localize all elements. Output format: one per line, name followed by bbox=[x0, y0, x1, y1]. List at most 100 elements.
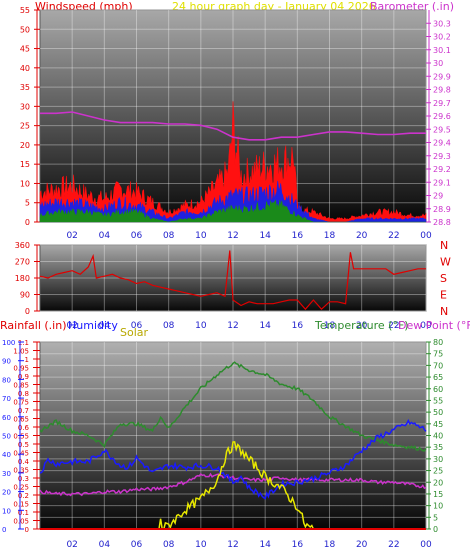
temperature-x-tick-label: 20 bbox=[356, 540, 368, 550]
wind-y-tick-label: 0 bbox=[25, 218, 30, 227]
rainfall-y-tick-label: 0.8 bbox=[18, 390, 29, 398]
wind-y-tick-label: 50 bbox=[20, 25, 30, 34]
wind-x-tick-label: 08 bbox=[163, 231, 175, 241]
temperature-y-tick-label: 50 bbox=[433, 408, 443, 417]
rainfall-y-tick-label: 0.35 bbox=[13, 467, 29, 475]
wind-y-tick-label: 40 bbox=[20, 64, 30, 73]
temperature-y-tick-label: 60 bbox=[433, 385, 443, 394]
solar-axis-title: Solar bbox=[120, 326, 149, 339]
rainfall-y-tick-label: 0.85 bbox=[13, 382, 29, 390]
temperature-y-tick-label: 80 bbox=[433, 338, 443, 347]
temperature-y-tick-label: 40 bbox=[433, 432, 443, 441]
temperature-y-tick-label: 10 bbox=[433, 502, 443, 511]
compass-label: N bbox=[440, 305, 448, 318]
rainfall-axis-title: Rainfall (.in) bbox=[0, 319, 67, 332]
barometer-y-tick-label: 30.2 bbox=[433, 33, 451, 42]
temperature-y-tick-label: 45 bbox=[433, 420, 443, 429]
direction-x-tick-label: 20 bbox=[356, 321, 368, 331]
rainfall-y-tick-label: 0.55 bbox=[13, 433, 29, 441]
rainfall-y-tick-label: 0.2 bbox=[18, 492, 29, 500]
temperature-x-tick-label: 02 bbox=[66, 540, 77, 550]
temperature-y-tick-label: 20 bbox=[433, 478, 443, 487]
rainfall-y-tick-label: 1.05 bbox=[13, 348, 29, 356]
rainfall-y-tick-label: 0.15 bbox=[13, 501, 29, 509]
direction-x-tick-label: 18 bbox=[324, 321, 336, 331]
rainfall-y-tick-label: 0.95 bbox=[13, 365, 29, 373]
humidity-axis-title: Humidity bbox=[68, 319, 118, 332]
wind-x-tick-label: 18 bbox=[324, 231, 336, 241]
temperature-y-tick-label: 5 bbox=[433, 513, 438, 522]
wind-x-tick-label: 22 bbox=[388, 231, 399, 241]
barometer-y-tick-label: 30.3 bbox=[433, 19, 451, 28]
temperature-y-tick-label: 75 bbox=[433, 350, 443, 359]
barometer-y-tick-label: 29.8 bbox=[433, 86, 451, 95]
wind-y-tick-label: 35 bbox=[20, 83, 30, 92]
rainfall-y-tick-label: 0.45 bbox=[13, 450, 29, 458]
humidity-y-tick-label: 100 bbox=[2, 339, 15, 347]
wind-x-tick-label: 10 bbox=[195, 231, 207, 241]
wind-x-tick-label: 06 bbox=[131, 231, 143, 241]
direction-x-tick-label: 12 bbox=[227, 321, 238, 331]
rainfall-y-tick-label: 0.75 bbox=[13, 399, 29, 407]
dewpoint-line bbox=[39, 472, 427, 497]
dewpoint-axis-title: Dew Point (°F) bbox=[398, 319, 470, 332]
direction-x-tick-label: 06 bbox=[131, 321, 143, 331]
barometer-y-tick-label: 29 bbox=[433, 192, 443, 201]
compass-label: S bbox=[440, 272, 447, 285]
temperature-x-tick-label: 06 bbox=[131, 540, 143, 550]
wind-gust-area bbox=[39, 101, 427, 223]
rainfall-y-tick-label: 0.7 bbox=[18, 407, 29, 415]
wind-y-tick-label: 55 bbox=[20, 6, 30, 15]
wind-y-tick-label: 45 bbox=[20, 45, 30, 54]
wind-y-tick-label: 20 bbox=[20, 141, 30, 150]
barometer-y-tick-label: 30.1 bbox=[433, 46, 451, 55]
grid-lines bbox=[40, 9, 427, 530]
humidity-line bbox=[39, 418, 427, 500]
direction-x-tick-label: 00 bbox=[420, 321, 432, 331]
series-marks bbox=[39, 101, 427, 530]
temperature-x-tick-label: 12 bbox=[227, 540, 238, 550]
direction-y-tick-label: 90 bbox=[20, 291, 30, 300]
temperature-x-tick-label: 08 bbox=[163, 540, 175, 550]
rainfall-y-tick-label: 0.3 bbox=[18, 475, 29, 483]
wind-y-tick-label: 30 bbox=[20, 102, 30, 111]
direction-x-tick-label: 16 bbox=[292, 321, 304, 331]
wind-y-tick-label: 5 bbox=[25, 199, 30, 208]
wind-y-tick-label: 25 bbox=[20, 122, 30, 131]
temperature-axis-title: Temperature (°F) bbox=[314, 319, 409, 332]
rainfall-y-tick-label: 0.4 bbox=[18, 458, 30, 466]
wind-x-tick-label: 16 bbox=[292, 231, 304, 241]
temperature-y-tick-label: 30 bbox=[433, 455, 443, 464]
temperature-y-tick-label: 25 bbox=[433, 467, 443, 476]
rainfall-y-tick-label: 0.6 bbox=[18, 424, 30, 432]
temperature-y-tick-label: 15 bbox=[433, 490, 443, 499]
temperature-x-tick-label: 16 bbox=[292, 540, 304, 550]
rainfall-y-tick-label: 0.9 bbox=[18, 373, 29, 381]
rainfall-y-tick-label: 0.5 bbox=[18, 441, 29, 449]
humidity-y-tick-label: 30 bbox=[2, 470, 11, 478]
direction-x-tick-label: 22 bbox=[388, 321, 399, 331]
wind-x-tick-label: 04 bbox=[99, 231, 111, 241]
barometer-line bbox=[40, 111, 426, 141]
wind-y-tick-label: 10 bbox=[20, 179, 30, 188]
wind-x-tick-label: 20 bbox=[356, 231, 368, 241]
humidity-y-tick-label: 20 bbox=[2, 489, 11, 497]
barometer-y-tick-label: 28.8 bbox=[433, 218, 451, 227]
humidity-y-tick-label: 70 bbox=[2, 395, 11, 403]
direction-y-tick-label: 0 bbox=[25, 307, 30, 316]
humidity-y-tick-label: 60 bbox=[2, 414, 11, 422]
temperature-y-tick-label: 55 bbox=[433, 396, 443, 405]
compass-label: W bbox=[440, 256, 451, 269]
direction-x-tick-label: 14 bbox=[259, 321, 271, 331]
rainfall-y-tick-label: 0.1 bbox=[18, 509, 29, 517]
barometer-y-tick-label: 29.5 bbox=[433, 125, 451, 134]
temperature-x-tick-label: 00 bbox=[420, 540, 432, 550]
temperature-y-tick-label: 35 bbox=[433, 443, 443, 452]
temperature-x-tick-label: 04 bbox=[99, 540, 111, 550]
temperature-y-tick-label: 0 bbox=[433, 525, 438, 534]
temperature-x-tick-label: 14 bbox=[259, 540, 271, 550]
